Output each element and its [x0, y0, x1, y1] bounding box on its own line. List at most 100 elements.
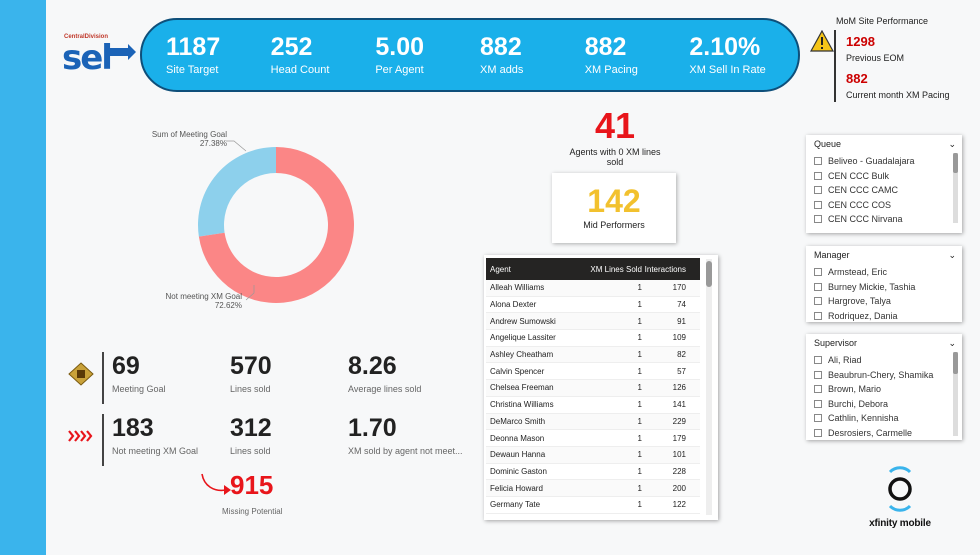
slicer-item-label: Beaubrun-Chery, Shamika [828, 369, 934, 380]
manager-item-list: Armstead, Eric Burney Mickie, Tashia Hargr… [814, 265, 956, 323]
stat-divider [102, 352, 104, 404]
slicer-header[interactable]: Manager ⌄ [814, 250, 956, 261]
chevron-down-icon[interactable]: ⌄ [948, 250, 956, 260]
donut-slice-not-meeting-goal[interactable] [198, 147, 354, 303]
table-row[interactable]: Andrew Sumowski 1 91 [486, 313, 700, 331]
kpi-value: 882 [480, 33, 522, 62]
queue-slicer-item[interactable]: CEN CCC COS [814, 198, 956, 213]
slicer-header[interactable]: Supervisor ⌄ [814, 338, 956, 349]
logo-arrow-icon [110, 44, 136, 60]
checkbox[interactable] [814, 297, 822, 306]
slicer-item-label: Ali, Riad [828, 355, 862, 366]
checkbox[interactable] [814, 157, 822, 166]
kpi-banner: 1187 Site Target 252 Head Count 5.00 Per… [140, 18, 800, 92]
kpi-head-count: 252 Head Count [261, 34, 366, 76]
agent-cell: Alleah Williams [490, 283, 545, 293]
kpi-value: 1187 [166, 33, 221, 62]
table-row[interactable]: Alona Dexter 1 74 [486, 297, 700, 314]
supervisor-slicer-item[interactable]: Burchi, Debora [814, 397, 956, 412]
agent-cell: Chelsea Freeman [490, 383, 554, 393]
manager-slicer-item[interactable]: Hargrove, Talya [814, 294, 956, 309]
queue-scroll-thumb[interactable] [953, 153, 958, 173]
donut-label-not-name: Not meeting XM Goal [165, 292, 242, 301]
col-agent[interactable]: Agent [490, 264, 511, 274]
missing-potential-label: Missing Potential [222, 507, 283, 516]
col-xm-lines-sold[interactable]: XM Lines Sold [590, 264, 642, 274]
interactions-cell: 91 [677, 316, 686, 326]
table-scrollbar[interactable] [706, 259, 712, 515]
donut-label-meeting: Sum of Meeting Goal 27.38% [150, 130, 227, 148]
checkbox[interactable] [814, 282, 822, 291]
table-header: Agent XM Lines Sold Interactions [486, 258, 700, 280]
supervisor-slicer-item[interactable]: Brown, Mario [814, 382, 956, 397]
donut-svg [198, 140, 354, 303]
stat-not-meeting-goal: 183 Not meeting XM Goal [112, 414, 198, 456]
kpi-label: Site Target [166, 63, 219, 76]
agent-cell: Andrew Sumowski [490, 316, 556, 326]
checkbox[interactable] [814, 399, 822, 408]
queue-slicer-item[interactable]: CEN CCC Nirvana [814, 212, 956, 227]
manager-slicer-item[interactable]: Armstead, Eric [814, 265, 956, 280]
mom-curr-value: 882 [846, 71, 868, 86]
kpi-label: Per Agent [375, 63, 424, 76]
table-row[interactable]: Dominic Gaston 1 228 [486, 464, 700, 481]
table-row[interactable]: Alleah Williams 1 170 [486, 280, 700, 297]
slicer-item-label: CEN CCC Bulk [828, 170, 890, 181]
supervisor-slicer-item[interactable]: Ali, Riad [814, 353, 956, 368]
checkbox[interactable] [814, 370, 822, 379]
checkbox[interactable] [814, 200, 822, 209]
checkbox[interactable] [814, 215, 822, 224]
xm-lines-cell: 1 [637, 400, 642, 410]
checkbox[interactable] [814, 428, 822, 437]
stat-average-lines: 8.26 Average lines sold [348, 352, 421, 394]
table-row[interactable]: Angelique Lassiter 1 109 [486, 330, 700, 347]
xm-lines-cell: 1 [637, 433, 642, 443]
mid-performers-label: Mid Performers [583, 220, 645, 230]
mom-prev-value: 1298 [846, 34, 875, 49]
checkbox[interactable] [814, 268, 822, 277]
manager-slicer-item[interactable]: Rodriquez, Dania [814, 309, 956, 324]
supervisor-scrollbar[interactable] [953, 352, 958, 436]
supervisor-slicer-item[interactable]: Cathlin, Kennisha [814, 411, 956, 426]
table-row[interactable]: Christina Williams 1 141 [486, 397, 700, 414]
supervisor-scroll-thumb[interactable] [953, 352, 958, 374]
table-row[interactable]: DeMarco Smith 1 229 [486, 413, 700, 431]
table-row[interactable]: Deonna Mason 1 179 [486, 430, 700, 447]
kpi-value: 252 [270, 33, 313, 62]
col-interactions[interactable]: Interactions [644, 264, 686, 274]
chevron-down-icon[interactable]: ⌄ [948, 338, 956, 348]
slicer-item-label: Desrosiers, Carmelle [828, 427, 913, 438]
supervisor-slicer-item[interactable]: Desrosiers, Carmelle [814, 426, 956, 441]
queue-slicer-item[interactable]: Beliveo - Guadalajara [814, 154, 956, 169]
stat-label: Lines sold [230, 446, 271, 456]
xm-lines-cell: 1 [637, 333, 642, 343]
checkbox[interactable] [814, 171, 822, 180]
donut-slice-meeting-goal[interactable] [198, 147, 276, 237]
table-row[interactable]: Calvin Spencer 1 57 [486, 363, 700, 381]
chevron-down-icon[interactable]: ⌄ [948, 139, 956, 149]
queue-scrollbar[interactable] [953, 153, 958, 223]
table-row[interactable]: Germany Tate 1 122 [486, 497, 700, 514]
agent-cell: DeMarco Smith [490, 416, 546, 426]
agent-cell: Angelique Lassiter [490, 333, 556, 343]
checkbox[interactable] [814, 385, 822, 394]
checkbox[interactable] [814, 356, 822, 365]
table-row[interactable]: Chelsea Freeman 1 126 [486, 380, 700, 397]
checkbox[interactable] [814, 311, 822, 320]
checkbox[interactable] [814, 414, 822, 423]
checkbox[interactable] [814, 186, 822, 195]
table-scroll-thumb[interactable] [706, 261, 712, 287]
table-row[interactable]: Felicia Howard 1 200 [486, 480, 700, 497]
slicer-header[interactable]: Queue ⌄ [814, 139, 956, 150]
logo-main-text: sel [62, 38, 113, 78]
table-row[interactable]: Ashley Cheatham 1 82 [486, 346, 700, 364]
mid-performers-card: 142 Mid Performers [552, 173, 676, 243]
donut-label-not-pct: 72.62% [214, 301, 242, 310]
kpi-label: Head Count [270, 63, 330, 76]
manager-slicer-item[interactable]: Burney Mickie, Tashia [814, 280, 956, 295]
table-row[interactable]: Dewaun Hanna 1 101 [486, 446, 700, 464]
queue-slicer-item[interactable]: CEN CCC Bulk [814, 169, 956, 184]
trophy-icon [68, 362, 94, 386]
supervisor-slicer-item[interactable]: Beaubrun-Chery, Shamika [814, 368, 956, 383]
queue-slicer-item[interactable]: CEN CCC CAMC [814, 183, 956, 198]
